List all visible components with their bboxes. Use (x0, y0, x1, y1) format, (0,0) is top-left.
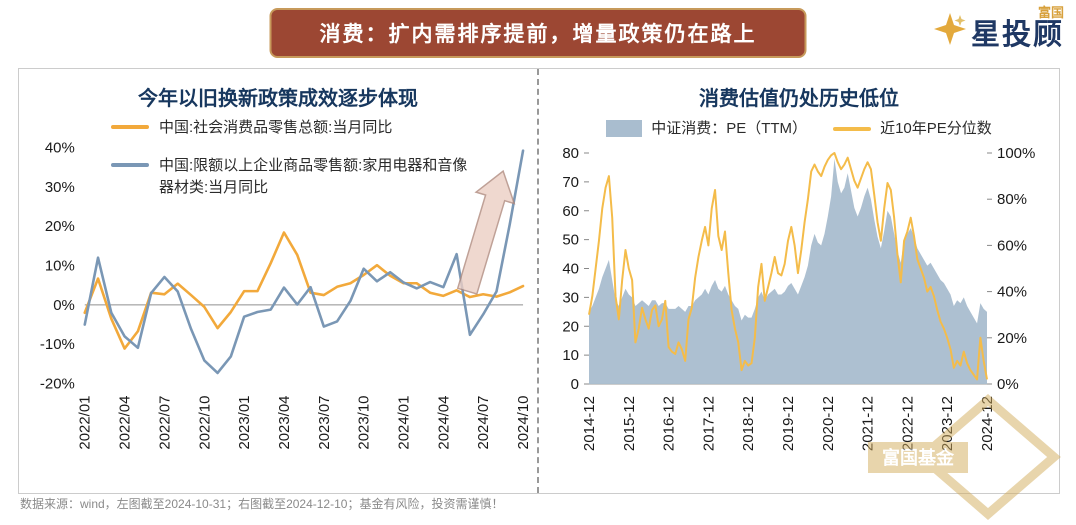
right-chart-title: 消费估值仍处历史低位 (699, 88, 899, 110)
svg-text:2020-12: 2020-12 (820, 396, 837, 451)
svg-text:2023/04: 2023/04 (276, 396, 293, 450)
svg-text:2022/07: 2022/07 (156, 396, 173, 450)
svg-text:0: 0 (571, 376, 579, 393)
blue-line-swatch (111, 162, 149, 167)
svg-text:60%: 60% (997, 237, 1027, 254)
banner-title: 消费：扩内需排序提前，增量政策仍在路上 (269, 8, 807, 58)
svg-text:2022/10: 2022/10 (196, 396, 213, 450)
svg-text:-10%: -10% (40, 336, 75, 353)
legend-label: 中国:社会消费品零售总额:当月同比 (159, 119, 393, 136)
legend-item-pe-ttm: 中证消费：PE（TTM） (606, 118, 807, 140)
charts-container: 今年以旧换新政策成效逐步体现 中国:社会消费品零售总额:当月同比 中国:限额以上… (18, 68, 1060, 494)
svg-text:2021-12: 2021-12 (860, 396, 877, 451)
legend-item-retail-total: 中国:社会消费品零售总额:当月同比 (111, 117, 475, 139)
svg-text:-20%: -20% (40, 376, 75, 393)
svg-text:2024/04: 2024/04 (435, 396, 452, 450)
svg-text:10: 10 (562, 347, 579, 364)
legend-label: 中证消费：PE（TTM） (651, 120, 808, 137)
svg-text:2024/07: 2024/07 (475, 396, 492, 450)
svg-text:2023-12: 2023-12 (939, 396, 956, 451)
fullgoal-star-advisor-logo: 富国 星投顾 (933, 6, 1064, 50)
svg-text:80%: 80% (997, 191, 1027, 208)
left-chart-title: 今年以旧换新政策成效逐步体现 (138, 88, 418, 110)
svg-text:2023/01: 2023/01 (236, 396, 253, 450)
svg-text:2014-12: 2014-12 (581, 396, 598, 451)
svg-text:2019-12: 2019-12 (780, 396, 797, 451)
svg-text:2016-12: 2016-12 (661, 396, 678, 451)
svg-text:70: 70 (562, 174, 579, 191)
svg-text:20: 20 (562, 318, 579, 335)
svg-text:2017-12: 2017-12 (700, 396, 717, 451)
svg-text:30%: 30% (45, 179, 75, 196)
data-source-note: 数据来源：wind，左图截至2024-10-31；右图截至2024-12-10；… (20, 497, 504, 511)
svg-text:30: 30 (562, 289, 579, 306)
logo-brand-small: 富国 (1037, 5, 1064, 20)
svg-text:40%: 40% (45, 139, 75, 156)
svg-text:2022/04: 2022/04 (117, 396, 134, 450)
orange-line-swatch (111, 125, 149, 129)
svg-text:0%: 0% (997, 376, 1019, 393)
gold-line-swatch (833, 126, 872, 131)
svg-text:2023/07: 2023/07 (316, 396, 333, 450)
svg-text:2023/10: 2023/10 (356, 396, 373, 450)
svg-text:2024/01: 2024/01 (395, 396, 412, 450)
svg-text:80: 80 (562, 145, 579, 162)
svg-text:2024/10: 2024/10 (515, 396, 532, 450)
svg-text:50: 50 (562, 232, 579, 249)
legend-item-home-appliance: 中国:限额以上企业商品零售额:家用电器和音像器材类:当月同比 (111, 155, 475, 199)
legend-label: 近10年PE分位数 (880, 120, 992, 137)
svg-text:2022-12: 2022-12 (899, 396, 916, 451)
right-chart-panel: 消费估值仍处历史低位 中证消费：PE（TTM） 近10年PE分位数 0 10 20 3… (539, 69, 1059, 493)
svg-text:20%: 20% (997, 330, 1027, 347)
svg-text:20%: 20% (45, 218, 75, 235)
left-chart-legend: 中国:社会消费品零售总额:当月同比 中国:限额以上企业商品零售额:家用电器和音像… (111, 117, 475, 198)
svg-text:0%: 0% (53, 297, 75, 314)
legend-label: 中国:限额以上企业商品零售额:家用电器和音像器材类:当月同比 (159, 156, 468, 196)
svg-text:2018-12: 2018-12 (740, 396, 757, 451)
star-icon (933, 13, 966, 45)
svg-text:2024-12: 2024-12 (979, 396, 996, 451)
svg-text:40%: 40% (997, 284, 1027, 301)
area-swatch (606, 120, 643, 138)
right-chart-legend: 中证消费：PE（TTM） 近10年PE分位数 (539, 118, 1059, 140)
svg-text:100%: 100% (997, 145, 1035, 162)
legend-item-pe-percentile: 近10年PE分位数 (833, 118, 992, 140)
svg-text:10%: 10% (45, 258, 75, 275)
svg-text:40: 40 (562, 261, 579, 278)
retail-yoy-line-chart: -20% -10% 0% 10% 20% 30% 40% 2022/01 2022/04 2022… (40, 139, 532, 450)
svg-text:2022/01: 2022/01 (77, 396, 94, 450)
svg-text:2015-12: 2015-12 (621, 396, 638, 451)
left-chart-panel: 今年以旧换新政策成效逐步体现 中国:社会消费品零售总额:当月同比 中国:限额以上… (19, 69, 539, 493)
logo-brand-main: 星投顾 (970, 19, 1064, 51)
svg-text:60: 60 (562, 203, 579, 220)
